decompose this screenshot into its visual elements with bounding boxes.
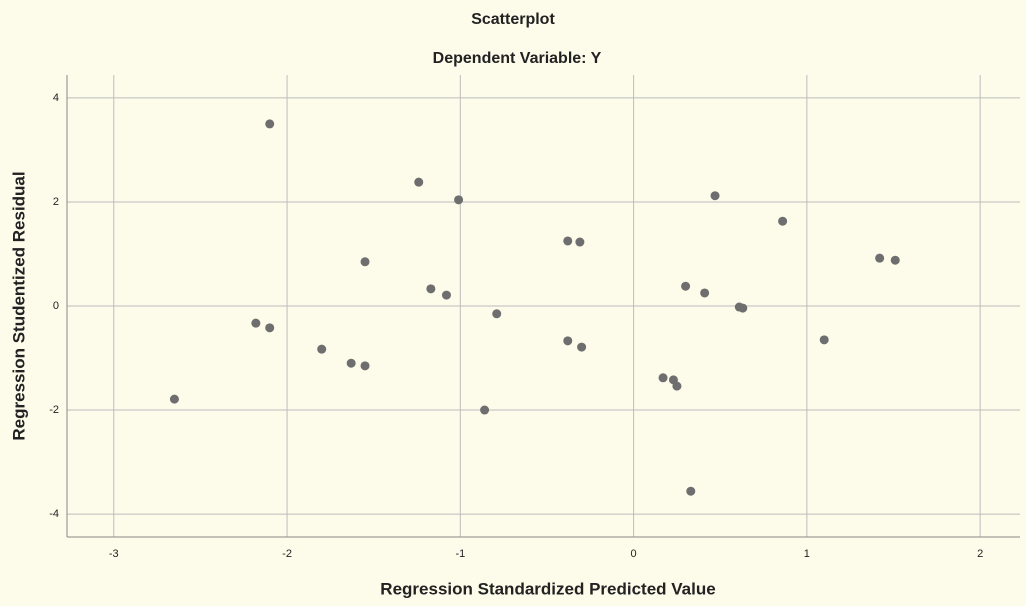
point [711, 191, 720, 200]
y-tick-label: -2 [49, 404, 59, 416]
page: Scatterplot Dependent Variable: Y Regres… [0, 0, 1026, 606]
y-tick-label: 4 [53, 92, 59, 104]
chart-subtitle: Dependent Variable: Y [433, 50, 602, 67]
x-tick-label: -1 [455, 548, 465, 560]
y-axis-label: Regression Studentized Residual [9, 171, 28, 440]
y-tick-label: -4 [49, 508, 59, 520]
point [170, 395, 179, 404]
chart: Scatterplot Dependent Variable: Y Regres… [0, 0, 1026, 601]
y-tick-label: 2 [53, 196, 59, 208]
point [563, 236, 572, 245]
x-axis-label: Regression Standardized Predicted Value [380, 579, 715, 598]
point [820, 335, 829, 344]
x-tick-label: -3 [109, 548, 119, 560]
x-tick-label: 2 [977, 548, 983, 560]
point [492, 309, 501, 318]
point [361, 257, 370, 266]
x-tick-label: 1 [804, 548, 810, 560]
point [686, 487, 695, 496]
point [426, 284, 435, 293]
point [317, 345, 326, 354]
point [875, 254, 884, 263]
point [672, 382, 681, 391]
point [265, 119, 274, 128]
point [778, 217, 787, 226]
point [454, 195, 463, 204]
point [251, 319, 260, 328]
point [681, 282, 690, 291]
y-tick-label: 0 [53, 300, 59, 312]
chart-title: Scatterplot [471, 11, 555, 28]
point [563, 336, 572, 345]
x-tick-label: -2 [282, 548, 292, 560]
background [0, 0, 1026, 601]
point [891, 256, 900, 265]
point [347, 359, 356, 368]
x-tick-label: 0 [631, 548, 637, 560]
point [265, 323, 274, 332]
point [361, 361, 370, 370]
point [575, 238, 584, 247]
point [700, 288, 709, 297]
point [442, 291, 451, 300]
point [480, 406, 489, 415]
point [738, 304, 747, 313]
point [659, 373, 668, 382]
point [577, 343, 586, 352]
point [414, 178, 423, 187]
